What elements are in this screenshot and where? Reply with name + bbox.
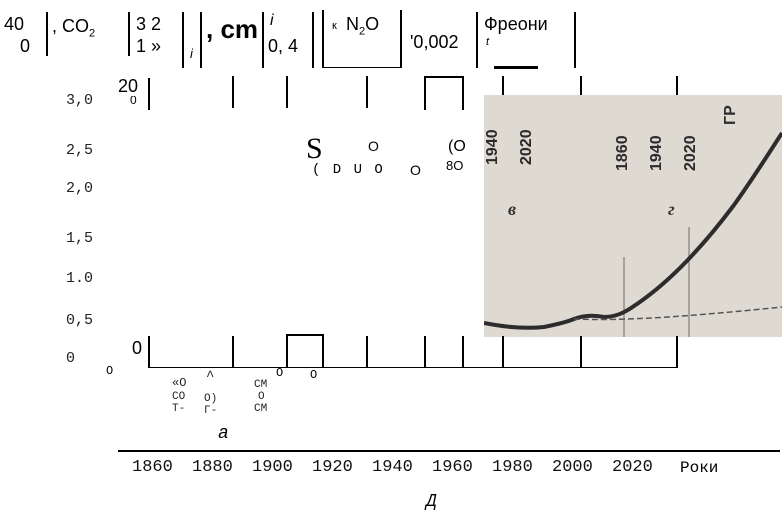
tick-mark	[232, 76, 234, 108]
fragment-cm: CM	[254, 379, 268, 391]
fragment-o: O	[276, 366, 284, 380]
x-tick-label: 1940	[372, 458, 413, 477]
panel-label-d: Д	[426, 492, 437, 512]
y-tick-label: 0,5	[66, 312, 94, 329]
tick-mark	[366, 76, 368, 108]
x-tick-label: 1860	[132, 458, 173, 477]
y-tick-label: 3,0	[66, 92, 94, 109]
fragment-o: (O	[448, 138, 466, 155]
header-value-1: 1 »	[136, 36, 162, 56]
fragment-88: 8O	[446, 158, 464, 173]
header-subscript-t: t	[486, 36, 490, 48]
tick-bracket	[286, 334, 324, 368]
header-divider	[46, 12, 48, 56]
inset-year-label: ГР	[722, 105, 739, 125]
fragment-small: O	[258, 391, 265, 403]
axis-top-0: 0	[130, 96, 137, 104]
lower-baseline	[148, 367, 678, 368]
x-tick-label: 2000	[552, 458, 593, 477]
panel-label-a: а	[218, 424, 229, 444]
header-freony: Фреони	[484, 14, 548, 34]
header-subscript-i: i	[190, 46, 193, 61]
tick-mark	[502, 76, 504, 108]
inset-year-label: 1860	[614, 135, 631, 171]
y-tick-label: 0	[66, 350, 76, 367]
header-value-04: 0, 4	[268, 36, 299, 56]
inset-letter-v: в	[508, 199, 517, 219]
fragment-caret: ^	[206, 369, 215, 385]
tick-mark	[502, 336, 504, 368]
fragment-small: T-	[172, 403, 186, 415]
x-axis-line	[118, 450, 780, 452]
header-value-0002: '0,002	[410, 32, 459, 52]
tick-mark	[676, 76, 678, 108]
tick-mark	[148, 78, 150, 110]
fragment-o: O	[106, 364, 114, 378]
tick-mark	[366, 336, 368, 368]
axis-zero-label: 0	[132, 338, 143, 358]
header-n2o: N2O	[346, 14, 380, 38]
header-freony-underline	[494, 66, 538, 69]
fragment-s: S	[306, 132, 323, 165]
header-co2: , CO2	[52, 16, 96, 40]
header-value-0: 0	[20, 36, 31, 56]
header-divider	[312, 12, 314, 68]
header-value-40: 40	[4, 14, 25, 34]
inset-year-label: 1940	[648, 135, 665, 171]
header-i: i	[270, 12, 274, 29]
header-divider	[574, 12, 576, 68]
y-tick-label: 2,0	[66, 180, 94, 197]
tick-mark	[580, 76, 582, 108]
inset-year-label: 2020	[682, 135, 699, 171]
tick-mark	[462, 336, 464, 368]
axis-top-20: 20	[118, 76, 139, 96]
header-divider	[476, 12, 478, 68]
y-tick-label: 2,5	[66, 142, 94, 159]
fragment-small: «O	[172, 376, 187, 390]
header-divider	[200, 12, 202, 68]
fragment-o: O	[410, 162, 421, 178]
y-tick-label: 1,5	[66, 230, 94, 247]
inset-letter-g: г	[668, 199, 675, 219]
tick-mark	[286, 76, 288, 108]
tick-mark	[580, 336, 582, 368]
inset-year-label: 1940	[484, 129, 501, 165]
header-value-32: 3 2	[136, 14, 162, 34]
fragment-small: O)	[204, 393, 218, 405]
fragment-small: Г-	[204, 405, 218, 417]
x-tick-label: 1960	[432, 458, 473, 477]
header-divider	[262, 12, 264, 68]
fragment-duo: ( D U O	[312, 162, 385, 178]
inset-year-label: 2020	[518, 129, 535, 165]
header-divider	[128, 12, 130, 56]
fragment-o: O	[368, 138, 379, 154]
tick-mark	[232, 336, 234, 368]
header-k: к	[332, 20, 337, 32]
x-tick-label: 1880	[192, 458, 233, 477]
inset-curve-graphic	[484, 131, 782, 337]
y-tick-label: 1.0	[66, 270, 94, 287]
header-n2o-box	[322, 10, 402, 68]
fragment-small: CO	[172, 391, 186, 403]
x-axis-unit: Роки	[680, 459, 719, 477]
x-tick-label: 1980	[492, 458, 533, 477]
tick-mark	[676, 336, 678, 368]
x-tick-label: 1900	[252, 458, 293, 477]
header-cm: , cm	[206, 14, 259, 44]
inset-photo: 1940 2020 1860 1940 2020 ГР в г	[484, 95, 782, 337]
tick-mark	[424, 336, 426, 368]
header-divider	[182, 12, 184, 68]
x-tick-label: 2020	[612, 458, 653, 477]
tick-mark	[148, 336, 150, 368]
fragment-o: O	[310, 368, 318, 382]
x-tick-label: 1920	[312, 458, 353, 477]
tick-bracket	[424, 76, 464, 110]
fragment-cm: CM	[254, 403, 268, 415]
